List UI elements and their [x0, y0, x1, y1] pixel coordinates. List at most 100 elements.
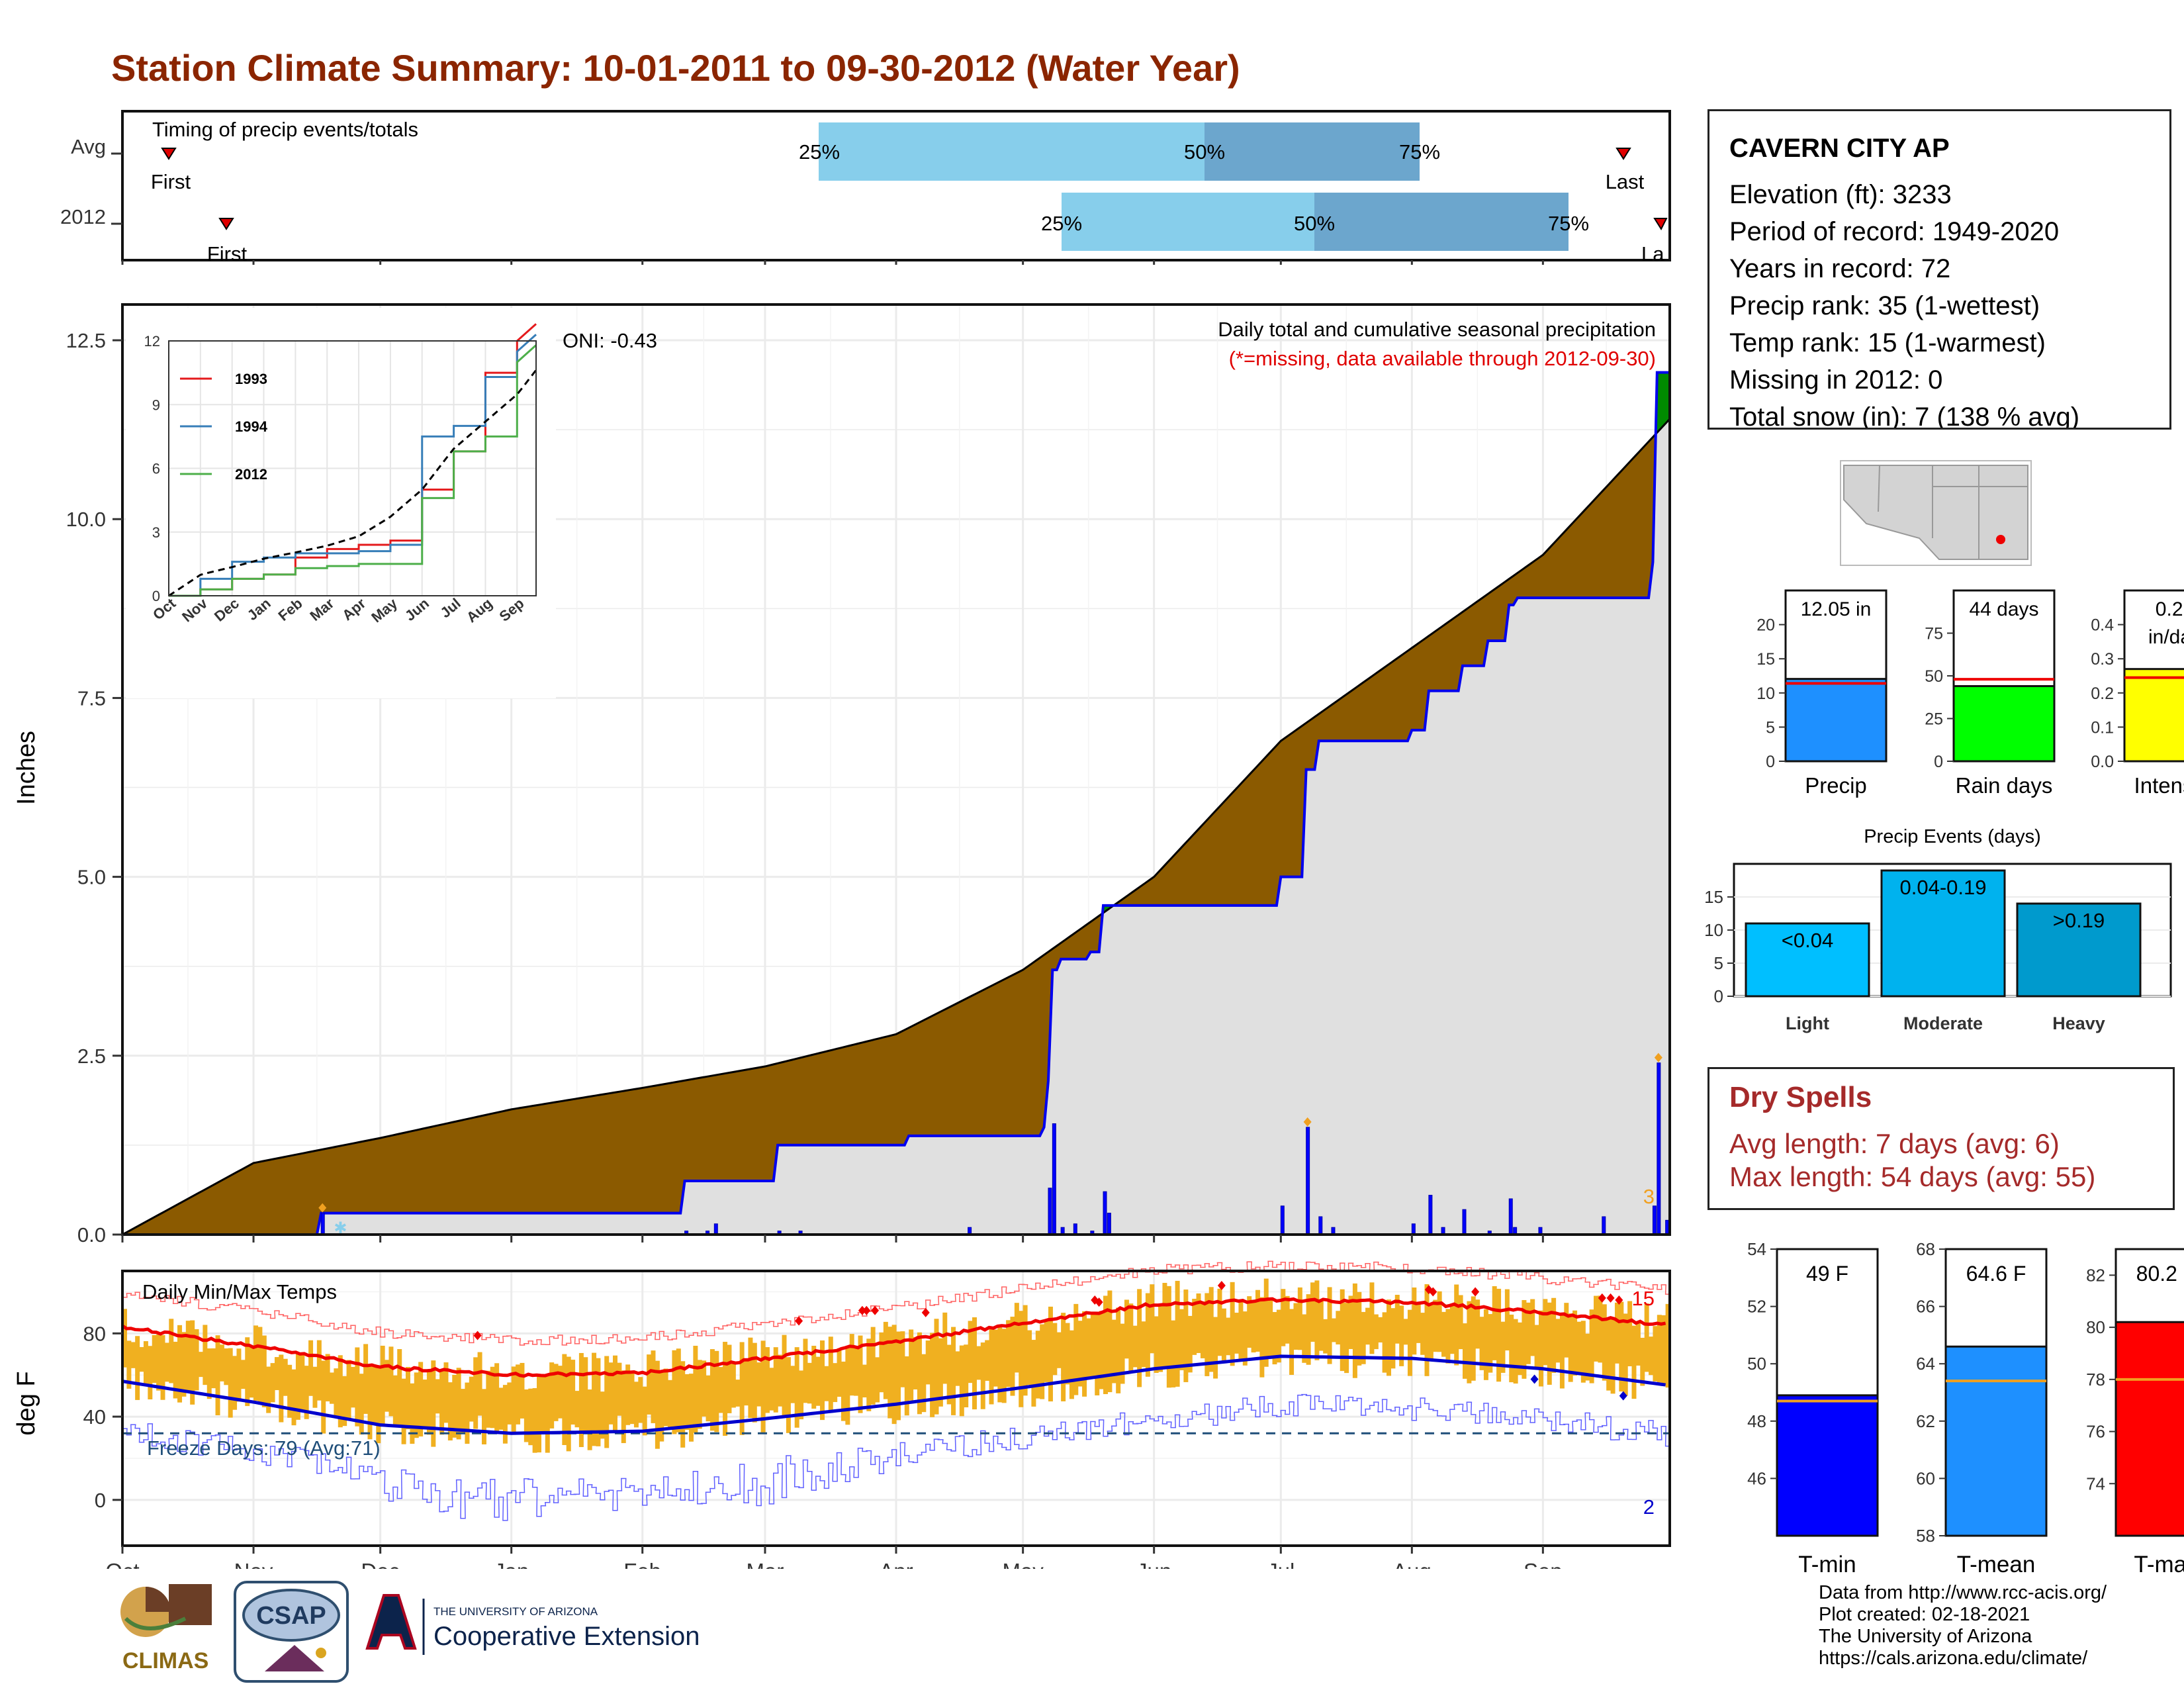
daily-temp-bar: [1538, 1310, 1543, 1387]
summary-tick: 0.1: [2091, 718, 2114, 737]
daily-temp-bar: [206, 1348, 212, 1399]
daily-temp-bar: [1657, 1315, 1662, 1383]
inset-legend-item: 2012: [235, 466, 267, 483]
daily-temp-bar: [769, 1368, 774, 1411]
daily-temp-bar: [1390, 1308, 1396, 1369]
daily-temp-bar: [122, 1309, 127, 1368]
daily-temp-bar: [1555, 1319, 1561, 1363]
temp-summary-tick: 62: [1916, 1411, 1935, 1431]
month-tick: Feb: [623, 1559, 661, 1569]
daily-temp-bar: [815, 1356, 821, 1406]
avg-max-line: [121, 1297, 1666, 1378]
daily-temp-bar: [194, 1329, 199, 1391]
temp-summary-value: 64.6 F: [1966, 1262, 2026, 1286]
daily-temp-bar: [976, 1346, 981, 1380]
daily-temp-bar: [1314, 1280, 1320, 1360]
summary-tick: 75: [1925, 625, 1943, 643]
daily-temp-bar: [1048, 1306, 1053, 1402]
daily-temp-bar: [1378, 1317, 1383, 1342]
temp-summary-tick: 68: [1916, 1239, 1935, 1259]
daily-temp-bar: [875, 1357, 880, 1403]
temp-ytick: 80: [83, 1322, 106, 1345]
temp-summary-tick: 54: [1747, 1239, 1766, 1259]
daily-temp-bar: [405, 1367, 410, 1430]
daily-temp-bar: [1056, 1332, 1062, 1368]
daily-temp-bar: [980, 1342, 985, 1409]
summary-bars: 12.05 in 0 5 10 15 20 Precip 44 days 0 25 50 75 Rain…: [1756, 589, 2184, 798]
daily-temp-bar: [1504, 1289, 1510, 1351]
daily-temp-bar: [1150, 1284, 1155, 1354]
daily-temp-bar: [1394, 1295, 1400, 1344]
inset-legend-item: 1994: [235, 418, 268, 435]
daily-temp-bar: [1166, 1286, 1171, 1388]
daily-temp-bar: [1086, 1318, 1091, 1380]
daily-precip-bar: [1411, 1223, 1416, 1235]
temp-ytick: 0: [95, 1489, 106, 1512]
precip-events-chart: Precip Events (days) 0 5 10 15 <0.04 Light 0.04…: [1704, 826, 2172, 1033]
daily-temp-bar: [1297, 1287, 1302, 1350]
events-value-label: <0.04: [1782, 929, 1833, 952]
station-missing: Missing in 2012: 0: [1729, 365, 1943, 395]
daily-temp-bar: [959, 1345, 964, 1417]
daily-temp-bar: [849, 1334, 854, 1396]
summary-value-label: 12.05 in: [1801, 598, 1872, 620]
daily-precip-bar: [1657, 1062, 1661, 1235]
summary-tick: 10: [1756, 684, 1775, 703]
daily-temp-bar: [1352, 1283, 1357, 1378]
daily-temp-bar: [152, 1335, 157, 1383]
daily-temp-bar: [1518, 1322, 1523, 1376]
daily-temp-bar: [1344, 1303, 1349, 1374]
temp-label: Daily Min/Max Temps: [142, 1280, 337, 1303]
precip-ytick: 10.0: [66, 508, 106, 531]
daily-temp-bar: [1479, 1317, 1484, 1370]
daily-temp-bar: [312, 1366, 318, 1408]
daily-temp-bar: [160, 1335, 165, 1400]
daily-temp-bar: [1572, 1310, 1578, 1376]
daily-temp-bar: [1251, 1301, 1256, 1353]
temp-summary-bar-1: [1944, 1345, 2048, 1537]
daily-temp-bar: [1158, 1306, 1163, 1372]
precip-annotation: Daily total and cumulative seasonal prec…: [1218, 318, 1656, 341]
daily-temp-bar: [1192, 1299, 1197, 1355]
daily-temp-bar: [1665, 1303, 1670, 1388]
daily-temp-bar: [633, 1382, 639, 1428]
temp-summary-tick: 78: [2086, 1370, 2105, 1389]
summary-tick: 0.2: [2091, 684, 2114, 703]
svg-text:12: 12: [144, 333, 160, 350]
daily-temp-bar: [1594, 1295, 1599, 1362]
daily-temp-bar: [693, 1346, 698, 1433]
daily-temp-bar: [592, 1352, 597, 1446]
daily-temp-bar: [414, 1372, 419, 1438]
daily-temp-bar: [828, 1336, 833, 1412]
daily-temp-bar: [1589, 1309, 1594, 1383]
daily-temp-bar: [557, 1366, 563, 1419]
events-bar-label: Moderate: [1903, 1013, 1983, 1033]
daily-temp-bar: [257, 1327, 263, 1405]
daily-temp-bar: [748, 1337, 753, 1418]
daily-temp-bar: [452, 1374, 457, 1438]
summary-value-label: 0.27: [2156, 598, 2184, 620]
yr-quartile-bar-2: [1314, 193, 1569, 251]
summary-tick: 0.4: [2091, 616, 2114, 635]
daily-temp-bar: [1145, 1293, 1150, 1377]
yr-q50-label: 50%: [1294, 212, 1335, 235]
daily-temp-bar: [1099, 1311, 1104, 1389]
daily-temp-bar: [185, 1321, 191, 1392]
temp-ylabel: deg F: [13, 1371, 40, 1435]
daily-temp-bar: [308, 1340, 314, 1396]
dry-spells-title: Dry Spells: [1729, 1081, 1872, 1113]
daily-temp-bar: [773, 1347, 778, 1413]
daily-temp-bar: [1061, 1313, 1066, 1401]
daily-temp-bar: [1196, 1293, 1201, 1353]
summary-value-label: 44 days: [1969, 598, 2038, 620]
daily-temp-bar: [1623, 1313, 1628, 1396]
station-temp-rank: Temp rank: 15 (1-warmest): [1729, 328, 2046, 357]
month-tick: Nov: [234, 1559, 273, 1569]
daily-temp-bar: [1023, 1305, 1028, 1396]
avg-q25-label: 25%: [799, 140, 840, 164]
temp-summary-tick: 82: [2086, 1265, 2105, 1285]
month-tick: Jun: [1136, 1559, 1171, 1569]
daily-temp-bar: [1175, 1280, 1180, 1387]
daily-temp-bar: [203, 1325, 208, 1385]
station-location-dot: [1996, 535, 2005, 544]
